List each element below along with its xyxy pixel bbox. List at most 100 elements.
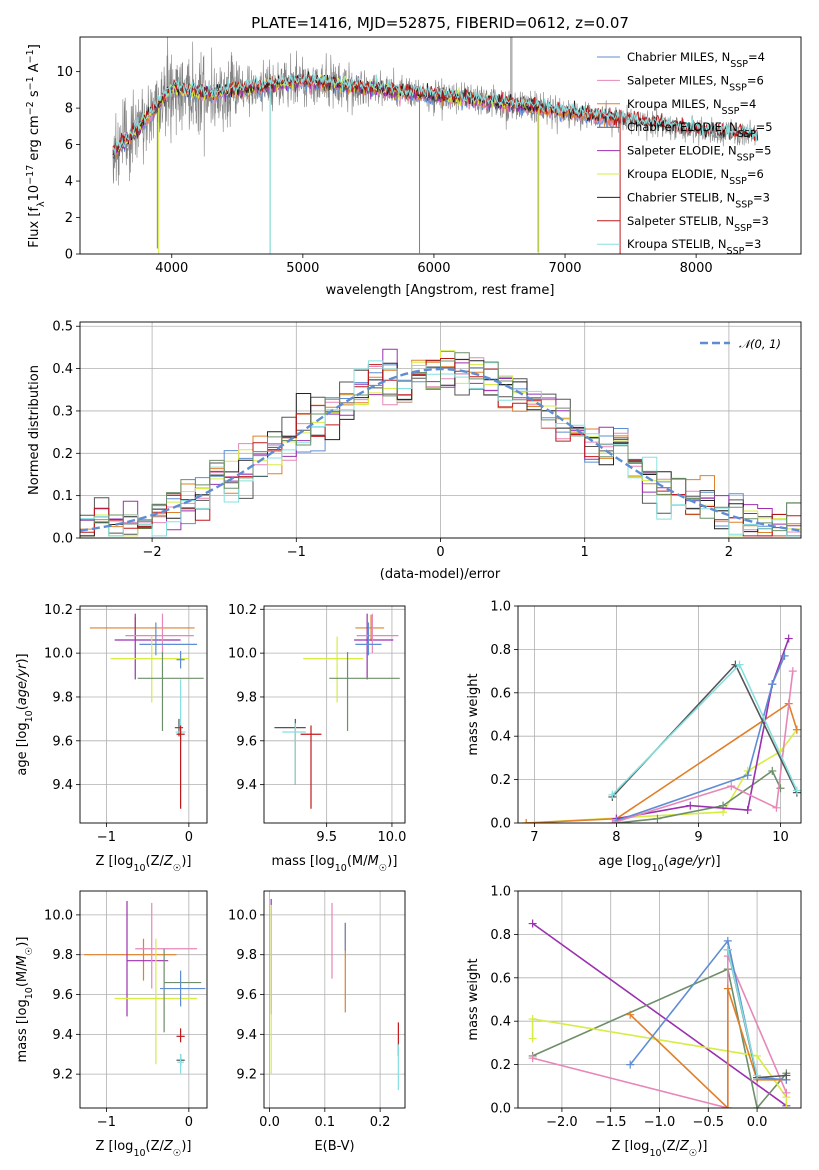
weight-marker <box>626 1010 635 1019</box>
legend-entry: Kroupa STELIB, NSSP=3 <box>627 237 761 257</box>
y-tick-label: 0.0 <box>490 817 511 832</box>
spectrum-title: PLATE=1416, MJD=52875, FIBERID=0612, z=0… <box>251 14 629 32</box>
y-axis-label: mass [log10(M/M☉)] <box>15 937 35 1063</box>
axes-frame <box>517 605 802 824</box>
weight-marker <box>686 801 695 810</box>
x-tick-label: 1 <box>581 545 589 560</box>
y-tick-label: 0.8 <box>490 643 511 658</box>
residual-histogram <box>80 352 801 532</box>
weight-marker <box>727 782 736 791</box>
y-tick-label: 2 <box>65 211 73 226</box>
legend-entry: Salpeter MILES, NSSP=6 <box>627 73 764 93</box>
y-tick-label: 1.0 <box>490 885 511 900</box>
spectrum-legend: Chabrier MILES, NSSP=4 Salpeter MILES, NS… <box>597 50 773 257</box>
x-axis-label: age [log10(age/yr)] <box>598 854 720 874</box>
y-tick-label: 1.0 <box>490 600 511 615</box>
weight_vs_age-panel: 7 8 9 10 0.0 0.2 0.4 0.6 0.8 1.0 age [log10(age/yr… <box>466 600 802 874</box>
x-tick-label: 0 <box>436 545 444 560</box>
age_vs_mass-plot-area <box>274 613 400 809</box>
weight-marker <box>723 984 732 993</box>
weight-marker <box>528 1054 537 1063</box>
y-tick-label: 9.4 <box>236 778 257 793</box>
weight_vs_Z-plot-area <box>528 919 791 1108</box>
legend-entry: Chabrier STELIB, NSSP=3 <box>627 190 770 210</box>
y-tick-label: 0.4 <box>52 362 73 377</box>
weight-marker <box>528 1015 537 1024</box>
weight-marker <box>608 790 617 799</box>
weight-marker <box>776 784 785 793</box>
weight-marker <box>528 919 537 928</box>
weight-marker <box>784 634 793 643</box>
y-tick-label: 0.8 <box>490 928 511 943</box>
x-axis-label: mass [log10(M/M☉)] <box>272 854 398 874</box>
x-axis-label: (data-model)/error <box>380 567 501 582</box>
legend-entry: Salpeter STELIB, NSSP=3 <box>627 214 769 234</box>
axes-frame <box>79 890 208 1109</box>
weight-line <box>612 671 794 823</box>
y-tick-label: 10 <box>56 65 73 80</box>
y-axis-label: Flux [fλ10−17 erg cm−2 s−1 A−1] <box>25 44 47 248</box>
x-tick-label: −2.0 <box>546 1115 578 1130</box>
axes-frame <box>517 890 802 1109</box>
weight-marker <box>743 771 752 780</box>
y-tick-label: 9.6 <box>52 988 73 1003</box>
age_vs_Z-plot-area <box>89 613 204 809</box>
y-tick-label: 0 <box>65 248 73 263</box>
legend-entry: Chabrier ELODIE, NSSP=5 <box>627 120 773 140</box>
axes-frame <box>79 36 802 255</box>
weight_vs_Z-panel: −2.0 −1.5 −1.0 −0.5 0.0 0.0 0.2 0.4 0.6 0.8 1.0 Z [… <box>466 885 802 1159</box>
weight_vs_age-plot-area <box>522 634 801 823</box>
y-axis-label: mass weight <box>466 958 481 1040</box>
y-tick-label: 10.2 <box>228 603 257 618</box>
x-tick-label: 10 <box>772 830 789 845</box>
y-tick-label: 9.6 <box>52 734 73 749</box>
y-tick-label: 0.2 <box>490 773 511 788</box>
y-tick-label: 0.0 <box>52 532 73 547</box>
x-tick-label: 4000 <box>155 261 188 276</box>
weight-line <box>526 702 798 823</box>
mass_vs_Z-panel: −1 0 9.2 9.4 9.6 9.8 10.0 Z [log10(Z/Z☉)] mass [… <box>15 890 208 1159</box>
x-axis-label: E(B-V) <box>314 1139 354 1154</box>
x-tick-label: 5000 <box>286 261 319 276</box>
y-tick-label: 4 <box>65 175 73 190</box>
x-axis-label: Z [log10(Z/Z☉)] <box>611 1139 707 1159</box>
y-tick-label: 9.8 <box>52 690 73 705</box>
legend-entry: Salpeter ELODIE, NSSP=5 <box>627 144 771 164</box>
y-tick-label: 9.4 <box>52 1028 73 1043</box>
y-tick-label: 0.5 <box>52 320 73 335</box>
y-tick-label: 9.4 <box>236 1028 257 1043</box>
legend-entry: 𝒩(0, 1) <box>739 337 781 351</box>
y-tick-label: 0.1 <box>52 489 73 504</box>
x-tick-label: −1.0 <box>644 1115 676 1130</box>
weight-marker <box>753 1071 762 1080</box>
axes-frame <box>79 321 802 539</box>
y-tick-label: 9.2 <box>236 1068 257 1083</box>
x-tick-label: 7 <box>530 830 538 845</box>
y-tick-label: 9.2 <box>52 1068 73 1083</box>
x-axis-label: Z [log10(Z/Z☉)] <box>95 1139 191 1159</box>
x-tick-label: 0.1 <box>314 1115 335 1130</box>
x-tick-label: −1.5 <box>595 1115 627 1130</box>
y-axis-label: age [log10(age/yr)] <box>15 653 35 775</box>
x-tick-label: 6000 <box>417 261 450 276</box>
y-tick-label: 0.4 <box>490 1015 511 1030</box>
axes-frame <box>263 605 406 824</box>
weight-marker <box>782 1088 791 1097</box>
axes-frame <box>263 890 406 1109</box>
y-tick-label: 0.6 <box>490 971 511 986</box>
weight-marker <box>528 1034 537 1043</box>
weight-marker <box>780 651 789 660</box>
legend-entry: Chabrier MILES, NSSP=4 <box>627 50 765 70</box>
y-tick-label: 0.2 <box>490 1058 511 1073</box>
y-tick-label: 9.8 <box>236 948 257 963</box>
weight-marker <box>788 667 797 676</box>
weight-marker <box>782 1104 791 1108</box>
y-tick-label: 9.8 <box>52 948 73 963</box>
x-tick-label: 8000 <box>680 261 713 276</box>
y-tick-label: 9.8 <box>236 690 257 705</box>
weight-marker <box>608 819 617 823</box>
weight-marker <box>626 1060 635 1069</box>
weight-marker <box>753 1104 762 1108</box>
weight-marker <box>653 814 662 823</box>
